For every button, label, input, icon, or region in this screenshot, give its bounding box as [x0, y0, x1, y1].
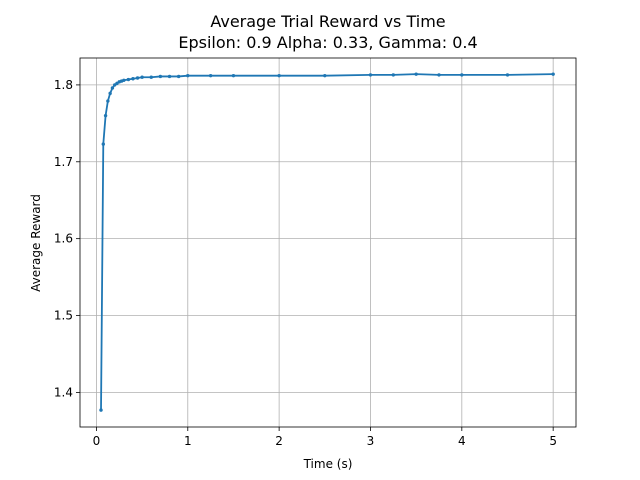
chart-subtitle: Epsilon: 0.9 Alpha: 0.33, Gamma: 0.4 — [178, 33, 477, 52]
series-layer — [99, 72, 555, 412]
data-point — [368, 73, 373, 77]
data-point — [122, 78, 126, 82]
data-point — [277, 73, 281, 78]
data-point — [140, 75, 144, 79]
x-tick-label: 4 — [458, 434, 466, 448]
x-tick-label: 1 — [184, 434, 192, 448]
y-tick-label: 1.4 — [54, 385, 73, 399]
ticks: 0 1 2 3 4 5 1.4 1.5 1.6 1.7 1.8 — [54, 78, 557, 448]
data-point — [131, 77, 135, 81]
data-point — [101, 142, 105, 146]
data-point — [176, 74, 181, 79]
data-point — [167, 74, 172, 79]
x-tick-label: 0 — [93, 434, 101, 448]
data-point — [106, 99, 110, 103]
y-tick-label: 1.6 — [54, 232, 73, 246]
data-point — [158, 74, 163, 79]
y-tick-label: 1.8 — [54, 78, 73, 92]
data-point — [110, 86, 115, 90]
data-point — [149, 75, 153, 79]
data-point — [437, 73, 441, 77]
chart-title: Average Trial Reward vs Time — [210, 12, 445, 31]
data-point — [108, 91, 112, 96]
y-tick-label: 1.5 — [54, 309, 73, 323]
data-point — [231, 73, 236, 78]
data-point — [551, 72, 555, 76]
data-point — [126, 77, 131, 82]
data-point — [208, 73, 213, 78]
data-point — [103, 113, 108, 118]
x-tick-label: 2 — [275, 434, 283, 448]
data-point — [99, 408, 103, 412]
grid — [80, 58, 576, 427]
y-tick-label: 1.7 — [54, 155, 73, 169]
data-point — [505, 73, 510, 77]
x-axis-label: Time (s) — [303, 457, 353, 471]
y-axis-label: Average Reward — [29, 194, 43, 292]
plot-frame — [79, 57, 577, 428]
x-tick-label: 5 — [549, 434, 557, 448]
data-point — [460, 73, 464, 77]
data-point — [391, 73, 396, 77]
data-point — [186, 73, 190, 78]
data-point — [323, 73, 327, 78]
data-point — [135, 76, 140, 80]
data-point — [414, 72, 418, 76]
series-line — [100, 73, 554, 411]
x-tick-label: 3 — [367, 434, 375, 448]
